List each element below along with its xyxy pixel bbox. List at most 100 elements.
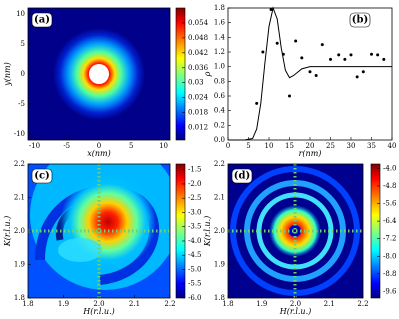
scatter-point	[281, 52, 285, 56]
line	[228, 6, 392, 141]
colorbar-tick-label: -8.8	[383, 270, 397, 278]
colorbar-tick-label: 0.048	[188, 34, 208, 42]
x-tick-label: 2.1	[324, 300, 335, 308]
scatter-point	[329, 57, 332, 61]
colorbar-tick-label: -4.5	[188, 251, 202, 259]
colorbar-tick-label: 0.03	[188, 79, 204, 87]
scatter-point	[275, 41, 279, 45]
heatmap-image	[28, 164, 170, 298]
x-tick-label: 1.8	[22, 300, 33, 308]
y-axis-label: K(r.l.u.)	[203, 216, 212, 248]
colorbar-tick-label: -5.0	[188, 265, 202, 273]
colorbar-tick-label: -7.2	[383, 235, 397, 243]
x-tick-label: 5	[246, 142, 250, 150]
scatter-point	[269, 7, 273, 11]
colorbar-tick-label: -2.0	[188, 180, 202, 188]
colorbar-tick-label: -5.6	[383, 200, 397, 208]
colorbar-tick-label: 0.012	[188, 124, 208, 132]
panel-label-box	[231, 168, 253, 184]
colorbar-tick-label: -2.5	[188, 194, 202, 202]
colorbar-tick-label: 0.018	[188, 109, 208, 117]
panel-label: (b)	[352, 15, 368, 26]
y-tick-label: 0.8	[214, 77, 225, 85]
y-tick-label: 2.2	[14, 160, 25, 168]
scatter-point	[337, 53, 341, 57]
x-axis-label: H(r.l.u.)	[82, 307, 115, 316]
y-tick-label: 1.8	[214, 4, 225, 12]
y-tick-label: 1.9	[14, 261, 25, 269]
y-tick-label: 0.0	[214, 136, 225, 144]
colorbar-tick-label: -4.0	[188, 237, 202, 245]
x-axis-label: x(nm)	[87, 149, 111, 158]
scatter-point	[320, 43, 324, 47]
y-axis-label: K(r.l.u.)	[3, 216, 12, 248]
plot-frame	[227, 7, 393, 141]
x-tick-label: 15	[285, 142, 294, 150]
y-tick-label: 5	[21, 40, 25, 48]
scatter-point	[376, 53, 380, 57]
x-tick-label: 20	[306, 142, 315, 150]
colorbar-tick-label: -6.4	[383, 217, 397, 225]
scatter-point	[308, 70, 312, 74]
panel-label: (d)	[234, 171, 250, 182]
x-tick-label: 10	[265, 142, 274, 150]
x-tick-label: 25	[326, 142, 335, 150]
y-tick-label: -10	[14, 130, 25, 138]
scatter-point	[349, 53, 353, 57]
x-tick-label: 2.2	[357, 300, 368, 308]
y-tick-label: 0.6	[214, 92, 226, 100]
y-tick-label: 1.8	[214, 294, 225, 302]
y-tick-label: 1.4	[214, 33, 226, 41]
x-axis-label: H(r.l.u.)	[279, 307, 312, 316]
colorbar-tick-label: -1.5	[188, 166, 202, 174]
colorbar-tick-label: -3.5	[188, 223, 202, 231]
scatter-point	[370, 52, 373, 56]
x-tick-label: 2.2	[164, 300, 175, 308]
y-tick-label: 1.2	[214, 48, 225, 56]
colorbar-tick-label: -6.0	[188, 294, 202, 302]
scatter-point	[361, 70, 365, 74]
x-tick-label: -10	[29, 142, 40, 150]
y-tick-label: 2.0	[14, 227, 25, 235]
scatter-point	[255, 101, 259, 105]
panel-label-box	[31, 168, 53, 184]
x-tick-label: 35	[367, 142, 376, 150]
colorbar-tick-label: -8.0	[383, 252, 397, 260]
scatter-point	[355, 75, 359, 79]
colorbar	[175, 163, 186, 299]
scatter-point	[314, 73, 318, 77]
y-tick-label: 0.2	[214, 121, 225, 129]
y-tick-label: 2.1	[14, 194, 25, 202]
x-tick-label: 1.9	[58, 300, 69, 308]
x-tick-label: 1.8	[222, 300, 233, 308]
scatter-point	[288, 94, 291, 98]
scatter-point	[382, 57, 386, 61]
y-tick-label: 0	[21, 70, 25, 78]
y-tick-label: 1.6	[214, 19, 226, 27]
x-tick-label: 10	[159, 142, 168, 150]
x-tick-label: 40	[388, 142, 397, 150]
panel-label: (a)	[34, 15, 50, 26]
y-tick-label: 2.1	[214, 194, 225, 202]
panel-label-box	[349, 12, 371, 28]
y-tick-label: -5	[18, 100, 25, 108]
colorbar-tick-label: -4.0	[383, 164, 397, 172]
colorbar	[175, 7, 186, 141]
y-tick-label: 2.2	[214, 160, 225, 168]
colorbar-tick-label: -4.8	[383, 182, 397, 190]
x-tick-label: 2.1	[129, 300, 140, 308]
scatter-point	[294, 39, 298, 43]
colorbar-tick-label: -5.5	[188, 280, 202, 288]
x-tick-label: 0	[97, 142, 101, 150]
y-tick-label: 10	[16, 10, 25, 18]
colorbar-tick-label: 0.036	[188, 64, 209, 72]
heatmap-image	[228, 164, 363, 298]
y-tick-label: 1.9	[214, 261, 225, 269]
x-tick-label: 5	[129, 142, 133, 150]
scatter-point	[343, 57, 347, 61]
heatmap-image	[28, 8, 170, 140]
scatter-point	[300, 56, 304, 60]
y-tick-label: 2.0	[214, 227, 225, 235]
panel-label: (c)	[34, 171, 50, 182]
